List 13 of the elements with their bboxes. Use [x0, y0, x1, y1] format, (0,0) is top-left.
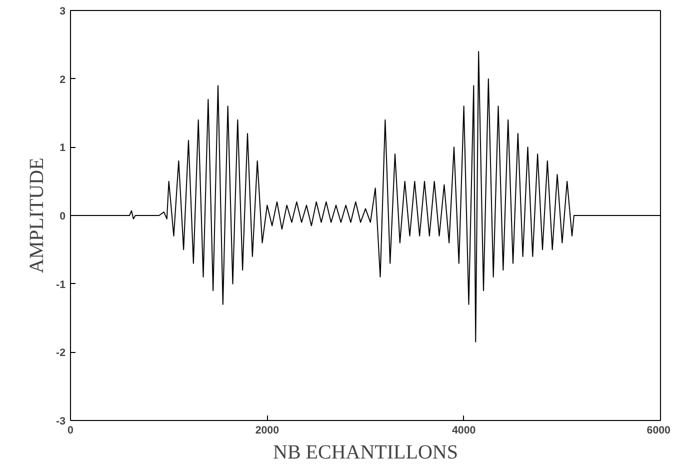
x-tick-label: 6000 — [646, 424, 671, 436]
y-tick-label: 2 — [60, 74, 66, 86]
y-tick-label: -2 — [56, 347, 66, 360]
x-axis-title: NB ECHANTILLONS — [273, 442, 458, 464]
y-tick-label: 3 — [60, 6, 66, 18]
y-tick-label: -1 — [56, 278, 66, 291]
y-tick-label: 0 — [60, 210, 66, 222]
y-tick-label: 1 — [60, 142, 66, 154]
x-tick-label: 4000 — [452, 424, 476, 436]
y-axis-title: AMPLITUDE — [26, 158, 48, 274]
x-tick-label: 2000 — [255, 424, 280, 436]
y-tick-label: -3 — [56, 416, 66, 428]
x-tick-label: 0 — [68, 424, 74, 436]
